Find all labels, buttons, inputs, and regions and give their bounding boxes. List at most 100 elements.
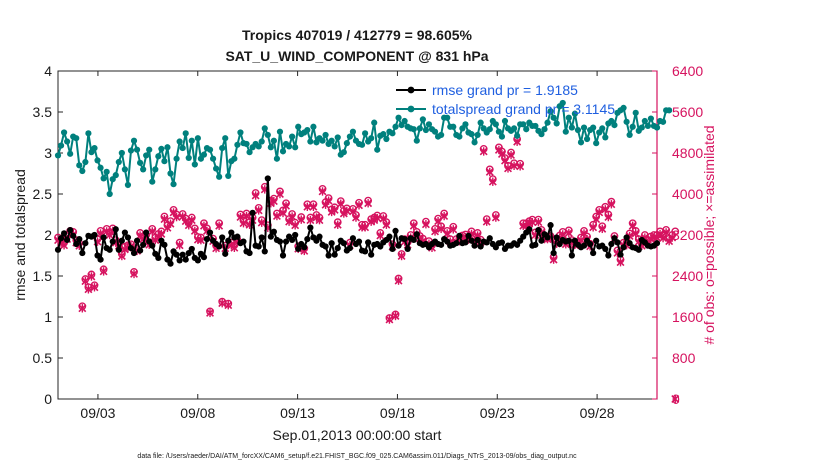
totalspread-point — [401, 117, 408, 125]
y-tick-label-right: 3200 — [672, 227, 703, 243]
totalspread-point — [371, 119, 378, 126]
obs-assimilated-point — [309, 202, 318, 212]
totalspread-point — [626, 131, 633, 139]
totalspread-point — [574, 126, 582, 134]
totalspread-point — [638, 124, 645, 131]
totalspread-point — [67, 150, 74, 157]
x-tick-label: 09/18 — [380, 405, 415, 421]
obs-assimilated-point — [242, 211, 251, 221]
obs-assimilated-point — [479, 147, 488, 156]
rmse-point — [349, 235, 357, 242]
obs-assimilated-point — [501, 156, 509, 165]
totalspread-point — [374, 146, 381, 153]
rmse-point — [97, 256, 104, 263]
obs-assimilated-point — [631, 229, 640, 238]
rmse-point — [346, 245, 353, 252]
rmse-point — [279, 252, 287, 259]
rmse-point — [550, 249, 557, 257]
rmse-point — [249, 209, 256, 216]
totalspread-point — [185, 154, 192, 162]
rmse-point — [73, 240, 80, 248]
totalspread-point — [97, 164, 104, 171]
obs-assimilated-point — [336, 199, 345, 208]
chart-subtitle: SAT_U_WIND_COMPONENT @ 831 hPa — [225, 48, 488, 64]
rmse-point — [301, 244, 308, 251]
totalspread-point — [380, 131, 387, 138]
rmse-point — [222, 250, 229, 257]
rmse-point — [54, 246, 62, 253]
rmse-point — [602, 245, 609, 253]
obs-assimilated-point — [90, 283, 99, 292]
totalspread-point — [243, 140, 250, 148]
totalspread-point — [270, 137, 277, 144]
totalspread-point — [471, 139, 478, 146]
obs-assimilated-point — [528, 217, 537, 227]
rmse-point — [79, 249, 86, 257]
y-tick-label-right: 4000 — [672, 186, 703, 202]
obs-assimilated-point — [604, 212, 613, 222]
rmse-point — [544, 234, 551, 241]
totalspread-point — [103, 168, 110, 175]
obs-assimilated-point — [443, 229, 452, 238]
obs-assimilated-point — [218, 298, 227, 308]
x-tick-label: 09/08 — [180, 405, 215, 421]
rmse-point — [240, 238, 247, 245]
obs-assimilated-point — [254, 206, 263, 215]
totalspread-point — [100, 175, 107, 182]
y-tick-label: 0 — [44, 391, 52, 407]
rmse-point — [188, 245, 195, 253]
totalspread-point — [124, 181, 132, 189]
obs-assimilated-point — [440, 211, 449, 221]
rmse-point — [608, 240, 615, 248]
rmse-point — [368, 251, 375, 258]
obs-assimilated-point — [275, 189, 284, 199]
rmse-point — [246, 249, 253, 257]
obs-assimilated-point — [431, 227, 440, 236]
obs-assimilated-point — [166, 219, 175, 228]
obs-assimilated-point — [671, 394, 680, 404]
obs-assimilated-point — [391, 311, 400, 321]
obs-assimilated-point — [598, 224, 607, 234]
rmse-point — [477, 243, 484, 250]
totalspread-point — [593, 140, 600, 147]
totalspread-point — [167, 170, 174, 177]
y-tick-label: 1.5 — [33, 268, 53, 284]
rmse-point — [462, 239, 469, 246]
y-tick-label-right: 4800 — [672, 145, 703, 161]
totalspread-point — [340, 149, 347, 156]
totalspread-point — [130, 137, 138, 144]
rmse-point — [127, 245, 135, 252]
y-tick-label: 3 — [44, 145, 52, 161]
totalspread-point — [161, 158, 168, 165]
y-tick-label-right: 5600 — [672, 104, 703, 120]
rmse-point — [112, 226, 119, 233]
totalspread-point — [510, 125, 518, 132]
rmse-point — [270, 228, 277, 235]
rmse-point — [82, 240, 89, 247]
totalspread-point — [170, 181, 177, 188]
totalspread-point — [392, 123, 399, 130]
rmse-point — [258, 234, 265, 241]
y-tick-label: 2 — [44, 227, 52, 243]
obs-assimilated-point — [549, 255, 558, 264]
totalspread-point — [550, 114, 557, 121]
obs-assimilated-point — [117, 251, 126, 261]
totalspread-point — [456, 133, 463, 140]
rmse-point — [179, 251, 186, 258]
totalspread-point — [599, 125, 606, 132]
rmse-point — [355, 238, 363, 245]
obs-assimilated-point — [409, 221, 418, 230]
rmse-point — [307, 224, 314, 231]
totalspread-point — [492, 121, 499, 128]
rmse-point — [136, 247, 144, 254]
totalspread-point — [590, 124, 597, 131]
totalspread-point — [462, 121, 469, 128]
obs-assimilated-point — [564, 228, 573, 238]
totalspread-point — [520, 121, 527, 128]
rmse-point — [130, 249, 138, 257]
obs-assimilated-point — [397, 251, 406, 261]
totalspread-point — [261, 125, 268, 132]
rmse-point — [219, 234, 226, 241]
obs-assimilated-point — [196, 235, 205, 245]
